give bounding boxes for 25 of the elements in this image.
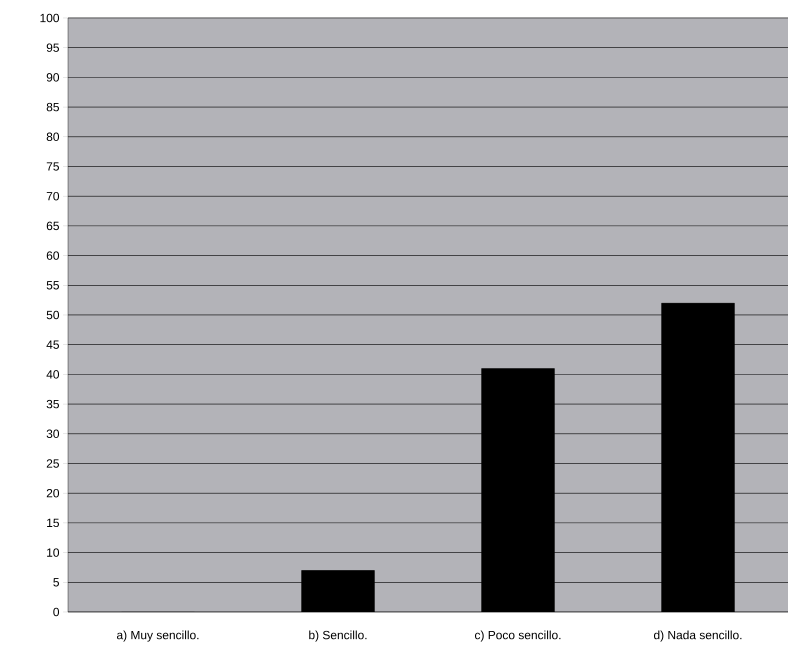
- y-tick-label: 20: [46, 488, 60, 498]
- y-tick-label: 70: [46, 192, 60, 200]
- y-tick-label: 45: [46, 340, 59, 349]
- y-tick-label: 15: [47, 518, 59, 528]
- x-tick-label: d) Nada sencillo.: [654, 630, 742, 642]
- y-tick-label: 100: [40, 14, 60, 22]
- y-tick-label: 30: [46, 430, 60, 438]
- y-tick-label: 95: [46, 43, 59, 52]
- y-tick-label: 10: [47, 548, 60, 557]
- y-tick-label: 60: [46, 251, 60, 260]
- y-tick-label: 25: [46, 459, 59, 468]
- y-tick-label: 55: [46, 281, 59, 290]
- y-tick-label: 50: [46, 310, 60, 320]
- x-tick-label: c) Poco sencillo.: [474, 630, 560, 642]
- y-tick-label: 0: [53, 608, 60, 616]
- y-tick-label: 5: [53, 578, 59, 586]
- y-tick-label: 80: [46, 132, 60, 142]
- y-tick-label: 65: [46, 222, 59, 230]
- y-tick-label: 75: [46, 162, 59, 171]
- x-tick-label: a) Muy sencillo.: [116, 630, 198, 642]
- y-tick-label: 35: [46, 400, 59, 408]
- y-tick-label: 85: [46, 102, 59, 112]
- y-tick-label: 90: [46, 73, 60, 82]
- x-tick-label: b) Sencillo.: [309, 630, 366, 642]
- y-tick-label: 40: [46, 370, 60, 379]
